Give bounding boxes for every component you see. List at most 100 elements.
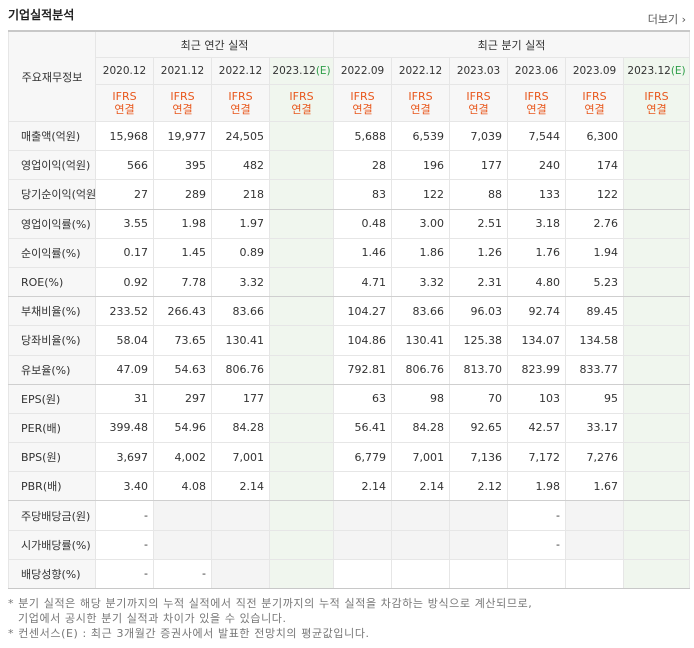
cell	[268, 266, 335, 298]
cell: 266.43	[153, 296, 212, 327]
cell	[268, 179, 335, 210]
cell: 7.78	[153, 266, 212, 298]
cell: 58.04	[95, 325, 154, 356]
cell: 2.31	[449, 266, 509, 298]
standard-header: IFRS 연결	[95, 84, 154, 122]
cell: 70	[449, 383, 509, 414]
standard: 연결	[352, 103, 373, 116]
section-title: 기업실적분석	[8, 8, 75, 22]
data-row: ROE(%) 0.92 7.78 3.32 4.71 3.32 2.31 4.80 5.23	[8, 266, 691, 298]
row-label: 순이익률(%)	[8, 237, 96, 268]
cell: 1.67	[565, 471, 625, 502]
cell: 122	[565, 179, 625, 210]
data-row: PER(배) 399.48 54.96 84.28 56.41 84.28 92.65 42.…	[8, 412, 691, 444]
cell: 92.74	[507, 296, 567, 327]
cell	[268, 120, 335, 152]
row-label: PER(배)	[8, 412, 96, 444]
cell: 54.96	[153, 412, 212, 444]
cell: 95	[565, 383, 625, 414]
cell	[333, 529, 393, 560]
cell: 134.58	[565, 325, 625, 356]
cell: 1.45	[153, 237, 212, 268]
cell: 92.65	[449, 412, 509, 444]
row-label: 매출액(억원)	[8, 120, 96, 152]
standard: 연결	[291, 103, 312, 116]
standard: 연결	[468, 103, 489, 116]
cell	[333, 558, 393, 590]
cell	[268, 354, 335, 385]
cell	[449, 500, 509, 531]
note: * 컨센서스(E) : 최근 3개월간 증권사에서 발표한 전망치의 평균값입니…	[8, 627, 370, 640]
group-header: 최근 연간 실적	[94, 30, 335, 58]
financial-table: 주요재무정보 최근 연간 실적 최근 분기 실적 2020.12 2021.12 2022…	[8, 30, 691, 590]
cell	[333, 500, 393, 531]
standard: 연결	[526, 103, 547, 116]
data-row: EPS(원) 31 297 177 63 98 70 103 95	[8, 383, 691, 414]
standard: IFRS	[408, 90, 433, 103]
cell	[623, 150, 691, 181]
cell: 174	[565, 150, 625, 181]
period: 2021.12	[160, 65, 205, 77]
cell: 2.14	[391, 471, 451, 502]
cell: 177	[211, 383, 270, 414]
row-label: ROE(%)	[8, 266, 96, 298]
cell	[623, 237, 691, 268]
data-row: 영업이익(억원) 566 395 482 28 196 177 240 174	[8, 150, 691, 181]
cell: 5,688	[333, 120, 393, 152]
cell: 31	[95, 383, 154, 414]
cell	[268, 237, 335, 268]
standard-header: IFRS 연결	[333, 84, 393, 122]
cell: 1.86	[391, 237, 451, 268]
cell: 4.71	[333, 266, 393, 298]
cell	[268, 150, 335, 181]
data-row: 당좌비율(%) 58.04 73.65 130.41 104.86 130.41 125.3…	[8, 325, 691, 356]
period: 2023.12	[627, 65, 671, 77]
cell: 1.98	[153, 208, 212, 239]
cell	[623, 179, 691, 210]
row-label: 영업이익(억원)	[8, 150, 96, 181]
cell	[623, 383, 691, 414]
cell: 1.46	[333, 237, 393, 268]
standard: IFRS	[466, 90, 491, 103]
cell: 7,172	[507, 442, 567, 473]
cell: 125.38	[449, 325, 509, 356]
cell: 3.32	[211, 266, 270, 298]
cell: 4.08	[153, 471, 212, 502]
cell: 823.99	[507, 354, 567, 385]
cell: 1.98	[507, 471, 567, 502]
cell	[623, 471, 691, 502]
cell: -	[95, 500, 154, 531]
cell: 1.76	[507, 237, 567, 268]
cell: 233.52	[95, 296, 154, 327]
standard: 연결	[172, 103, 193, 116]
data-row: 영업이익률(%) 3.55 1.98 1.97 0.48 3.00 2.51 3.18 2.76	[8, 208, 691, 239]
cell: 4.80	[507, 266, 567, 298]
cell	[268, 529, 335, 560]
cell	[268, 558, 335, 590]
standard: 연결	[584, 103, 605, 116]
cell: 84.28	[391, 412, 451, 444]
cell: 3,697	[95, 442, 154, 473]
cell	[507, 558, 567, 590]
cell: 73.65	[153, 325, 212, 356]
standard: 연결	[114, 103, 135, 116]
period-header: 2023.09	[565, 57, 625, 85]
standard-header: IFRS 연결	[211, 84, 270, 122]
period: 2022.12	[398, 65, 443, 77]
period: 2023.06	[514, 65, 559, 77]
period-header: 2022.12	[211, 57, 270, 85]
cell: 83	[333, 179, 393, 210]
row-label: 영업이익률(%)	[8, 208, 96, 239]
data-row: 당기순이익(억원) 27 289 218 83 122 88 133 122	[8, 179, 691, 210]
data-row: 주당배당금(원) - -	[8, 500, 691, 531]
cell	[623, 412, 691, 444]
header-row: 주요재무정보 최근 연간 실적 최근 분기 실적	[8, 30, 691, 122]
data-row: PBR(배) 3.40 4.08 2.14 2.14 2.14 2.12 1.98 1.67	[8, 471, 691, 502]
cell: 0.17	[95, 237, 154, 268]
cell: 0.48	[333, 208, 393, 239]
period-header: 2022.12	[391, 57, 451, 85]
cell: 122	[391, 179, 451, 210]
cell: 806.76	[211, 354, 270, 385]
more-link[interactable]: 더보기	[648, 11, 686, 27]
standard-header: IFRS 연결	[623, 84, 691, 122]
